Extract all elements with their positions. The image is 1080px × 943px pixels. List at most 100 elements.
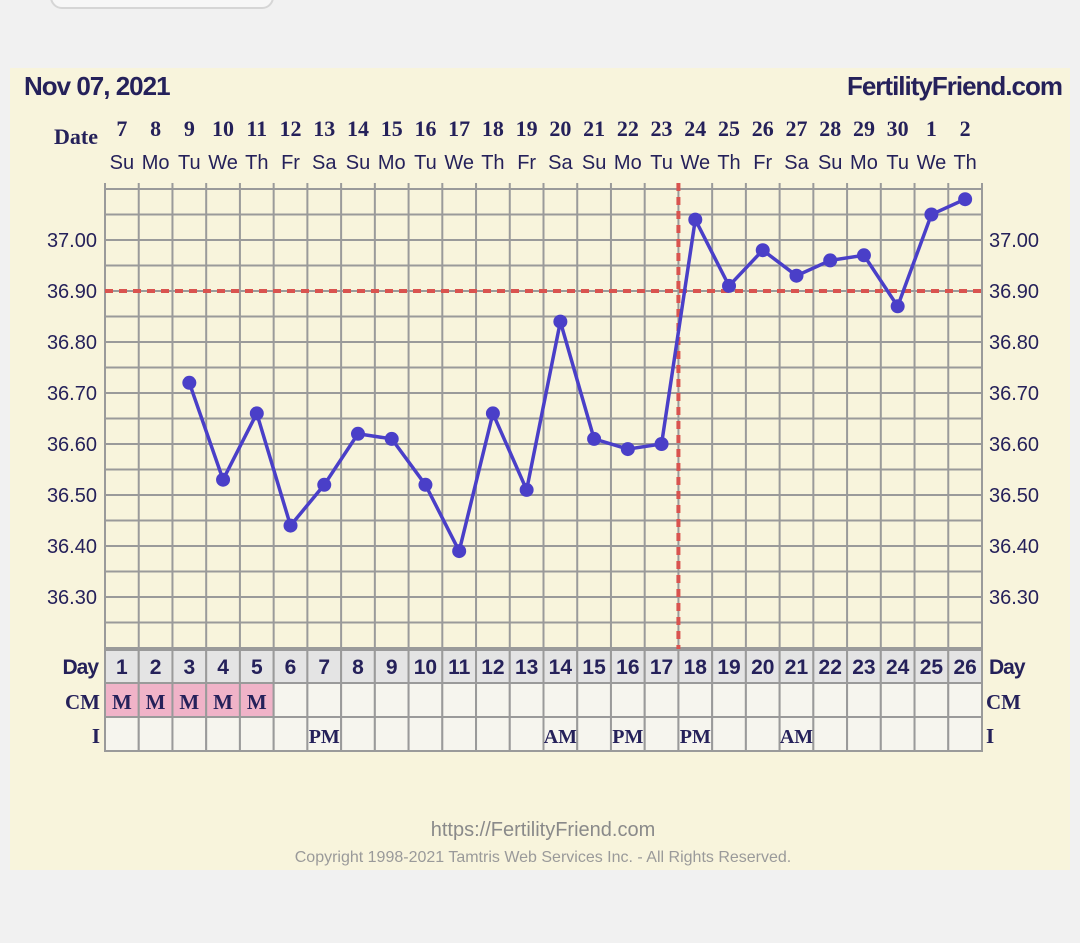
day-cell bbox=[947, 649, 983, 684]
cm-cell bbox=[306, 682, 343, 718]
temperature-point bbox=[384, 431, 399, 446]
date-label: 29 bbox=[853, 116, 875, 141]
weekday-label: Mo bbox=[614, 152, 642, 174]
temperature-point bbox=[755, 243, 770, 258]
date-label: 19 bbox=[516, 116, 538, 141]
weekday-label: Sa bbox=[548, 152, 573, 174]
intercourse-cell bbox=[508, 716, 545, 752]
y-tick-label-right: 36.40 bbox=[989, 536, 1039, 558]
y-tick-label-right: 36.70 bbox=[989, 383, 1039, 405]
date-label: 8 bbox=[150, 116, 161, 141]
y-tick-label-right: 36.50 bbox=[989, 485, 1039, 507]
cm-cell bbox=[475, 682, 511, 718]
intercourse-row-label-right: I bbox=[986, 724, 994, 748]
temperature-point bbox=[452, 544, 467, 559]
intercourse-cell bbox=[643, 716, 680, 752]
weekday-label: Mo bbox=[142, 152, 170, 174]
temperature-point bbox=[654, 437, 669, 451]
cm-cell bbox=[711, 682, 747, 718]
weekday-label: We bbox=[917, 152, 947, 174]
cm-label: M bbox=[112, 690, 132, 714]
weekday-label: Fr bbox=[753, 152, 772, 174]
temperature-point bbox=[620, 442, 635, 457]
cycle-day-label: 11 bbox=[448, 656, 471, 679]
intercourse-cell bbox=[947, 716, 983, 752]
cycle-day-label: 15 bbox=[582, 656, 606, 679]
temperature-point bbox=[519, 482, 534, 497]
intercourse-label: PM bbox=[309, 726, 340, 748]
temperature-point bbox=[924, 207, 939, 222]
cycle-day-label: 19 bbox=[717, 656, 740, 679]
y-tick-label-right: 36.60 bbox=[989, 434, 1039, 456]
intercourse-cell bbox=[475, 716, 511, 752]
cycle-day-label: 3 bbox=[183, 656, 195, 679]
intercourse-cell bbox=[542, 716, 579, 752]
cm-cell bbox=[576, 682, 612, 718]
weekday-label: Th bbox=[245, 152, 268, 174]
day-row-label: Day bbox=[62, 656, 99, 679]
date-label: 23 bbox=[651, 116, 673, 141]
cycle-day-label: 2 bbox=[150, 656, 162, 679]
cm-cell bbox=[947, 682, 983, 718]
date-row-label: Date bbox=[54, 124, 98, 149]
temperature-point bbox=[958, 192, 973, 207]
y-tick-label-right: 36.30 bbox=[989, 587, 1039, 609]
date-label: 20 bbox=[549, 116, 571, 141]
intercourse-label: PM bbox=[680, 726, 711, 748]
weekday-label: We bbox=[208, 152, 238, 174]
cm-label: M bbox=[179, 690, 199, 714]
cycle-day-label: 13 bbox=[515, 656, 538, 679]
date-label: 17 bbox=[448, 116, 470, 141]
intercourse-cell bbox=[238, 716, 275, 752]
weekday-label: Sa bbox=[784, 152, 809, 174]
weekday-label: Tu bbox=[650, 152, 673, 174]
cm-label: M bbox=[247, 690, 267, 714]
temperature-point bbox=[688, 212, 703, 227]
cycle-day-label: 16 bbox=[616, 656, 639, 679]
weekday-label: We bbox=[680, 152, 710, 174]
date-label: 11 bbox=[246, 116, 267, 141]
intercourse-cell bbox=[744, 716, 781, 752]
temperature-point bbox=[283, 518, 298, 533]
cycle-day-label: 18 bbox=[684, 656, 708, 679]
cm-row-label-right: CM bbox=[986, 690, 1021, 714]
weekday-label: Tu bbox=[414, 152, 437, 174]
cycle-day-label: 20 bbox=[751, 656, 774, 679]
intercourse-label: PM bbox=[612, 726, 643, 748]
date-label: 18 bbox=[482, 116, 504, 141]
date-label: 7 bbox=[116, 116, 127, 141]
cycle-day-label: 6 bbox=[285, 656, 297, 679]
temperature-point bbox=[553, 314, 568, 329]
date-label: 30 bbox=[887, 116, 909, 141]
day-cell bbox=[441, 649, 478, 684]
cm-cell bbox=[643, 682, 680, 718]
date-label: 14 bbox=[347, 116, 369, 141]
weekday-label: Mo bbox=[378, 152, 406, 174]
intercourse-cell bbox=[812, 716, 849, 752]
cm-cell bbox=[913, 682, 950, 718]
cm-cell bbox=[340, 682, 376, 718]
date-label: 10 bbox=[212, 116, 234, 141]
day-cell bbox=[171, 649, 208, 684]
weekday-label: Th bbox=[481, 152, 504, 174]
cm-cell bbox=[205, 682, 241, 718]
cm-cell bbox=[812, 682, 849, 718]
intercourse-cell bbox=[576, 716, 612, 752]
cm-cell bbox=[238, 682, 275, 718]
cycle-day-label: 17 bbox=[650, 656, 673, 679]
weekday-label: Tu bbox=[178, 152, 201, 174]
cycle-day-label: 5 bbox=[251, 656, 263, 679]
intercourse-label: AM bbox=[544, 726, 577, 748]
intercourse-cell bbox=[340, 716, 376, 752]
footer-url[interactable]: https://FertilityFriend.com bbox=[431, 819, 656, 841]
cycle-day-label: 12 bbox=[481, 656, 504, 679]
date-label: 1 bbox=[926, 116, 937, 141]
date-label: 26 bbox=[752, 116, 774, 141]
cycle-day-label: 21 bbox=[785, 656, 809, 679]
weekday-label: Th bbox=[717, 152, 740, 174]
y-tick-label-left: 36.40 bbox=[47, 536, 97, 558]
intercourse-label: AM bbox=[780, 726, 813, 748]
date-label: 9 bbox=[184, 116, 195, 141]
cm-cell bbox=[744, 682, 781, 718]
y-tick-label-right: 37.00 bbox=[989, 230, 1039, 252]
